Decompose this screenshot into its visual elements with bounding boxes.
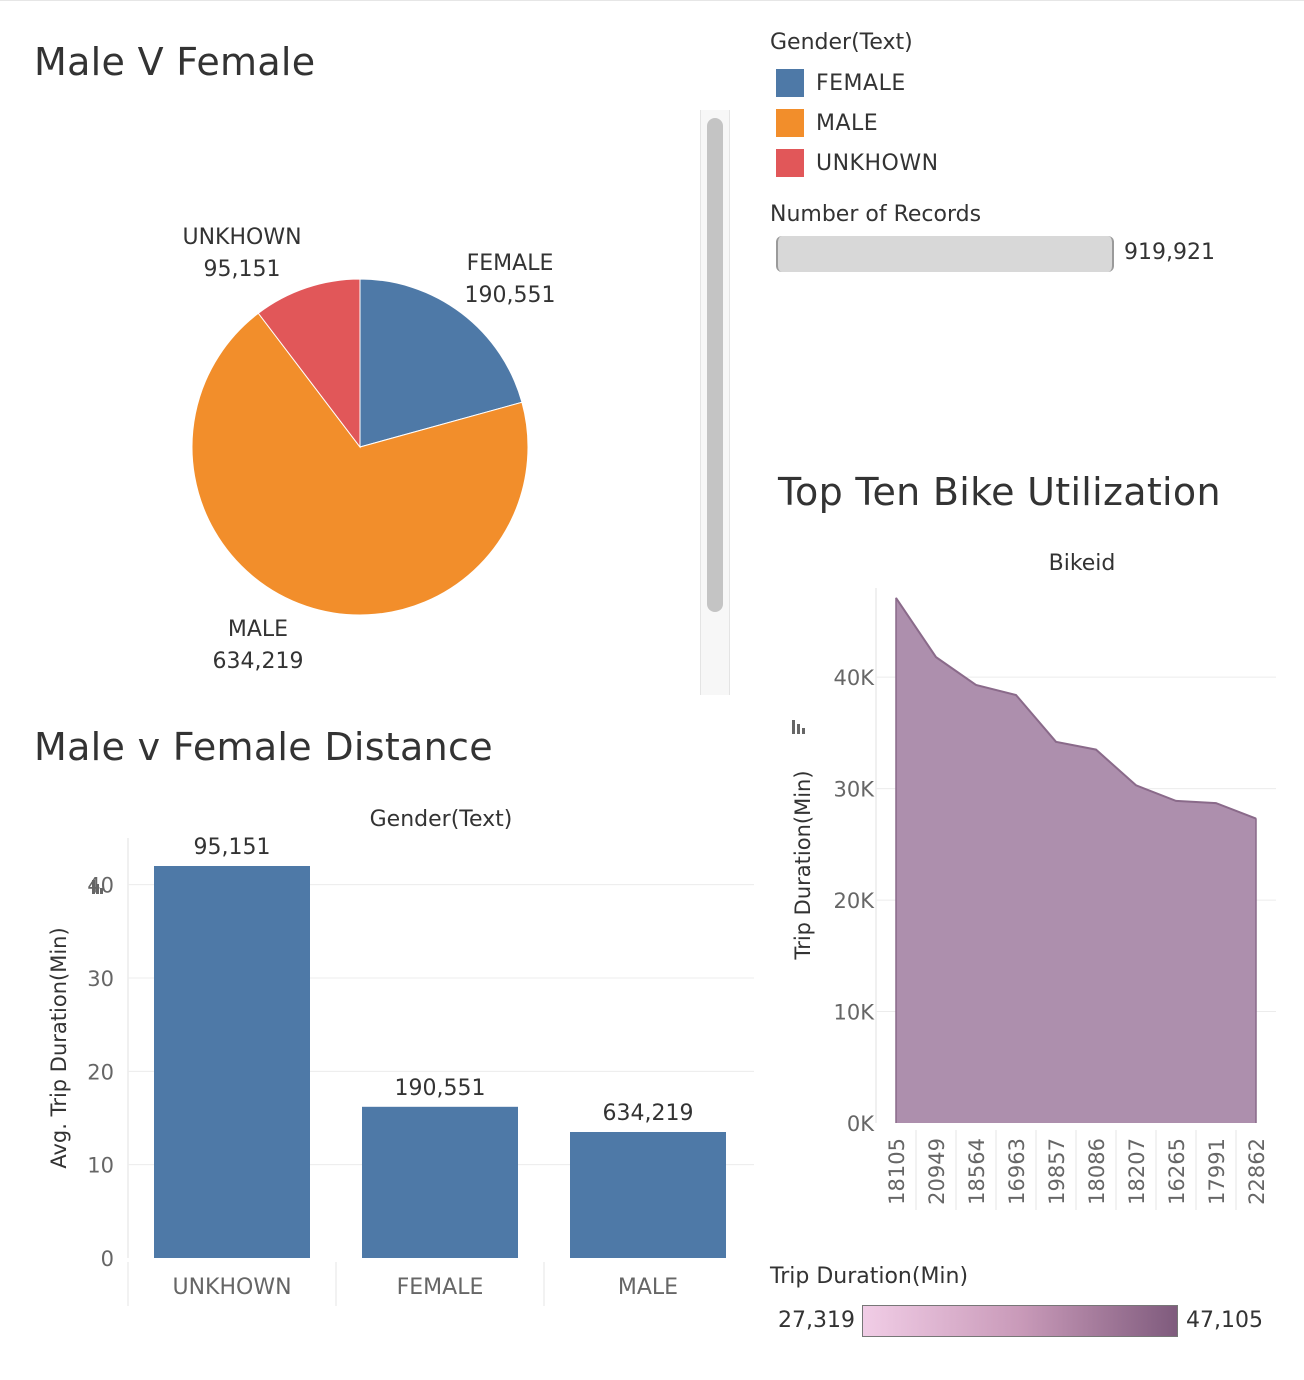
pie-value-female: 190,551 bbox=[465, 283, 556, 308]
area-point-18564 bbox=[975, 684, 977, 686]
area-point-19857 bbox=[1055, 741, 1057, 743]
area-x-tick-18207: 18207 bbox=[1125, 1138, 1149, 1205]
bar-female bbox=[362, 1106, 518, 1258]
area-point-20949 bbox=[935, 656, 937, 658]
gender-pie-chart: FEMALE 190,551 MALE 634,219 UNKHOWN 95,151 bbox=[182, 225, 556, 674]
area-x-tick-16963: 16963 bbox=[1005, 1138, 1029, 1205]
bar-label-male: 634,219 bbox=[603, 1101, 694, 1126]
bar-x-tick-male: MALE bbox=[618, 1275, 678, 1300]
bar-x-tick-female: FEMALE bbox=[397, 1275, 484, 1300]
color-legend-title: Trip Duration(Min) bbox=[770, 1264, 969, 1289]
area-y-tick-label: 10K bbox=[834, 1001, 876, 1025]
area-y-tick-label: 20K bbox=[834, 889, 876, 913]
bar-male bbox=[570, 1132, 726, 1258]
legend-swatch-unkhown bbox=[776, 149, 804, 177]
bar-label-female: 190,551 bbox=[395, 1076, 486, 1101]
bar-y-tick-label: 10 bbox=[87, 1154, 114, 1178]
area-chart-title: Top Ten Bike Utilization bbox=[778, 470, 1221, 514]
pie-label-female: FEMALE bbox=[467, 251, 554, 276]
legend-item-unkhown[interactable]: UNKHOWN bbox=[776, 148, 939, 178]
sort-icon-bar bbox=[96, 884, 99, 894]
records-legend-title: Number of Records bbox=[770, 202, 982, 227]
pie-slice-unkhown bbox=[257, 278, 361, 449]
area-point-18105 bbox=[895, 597, 897, 599]
area-column-header: Bikeid bbox=[1049, 551, 1116, 576]
bar-sort-icon bbox=[92, 880, 103, 894]
records-size-bar bbox=[776, 236, 1114, 272]
records-value: 919,921 bbox=[1124, 240, 1215, 265]
legend-label-male: MALE bbox=[816, 110, 879, 136]
bar-label-unkhown: 95,151 bbox=[194, 835, 271, 860]
area-point-18086 bbox=[1095, 749, 1097, 751]
pie-chart-title: Male V Female bbox=[34, 40, 316, 84]
bar-y-tick-label: 20 bbox=[87, 1060, 114, 1084]
area-x-tick-18086: 18086 bbox=[1085, 1138, 1109, 1205]
pie-label-unkhown: UNKHOWN bbox=[182, 225, 301, 250]
pie-slice-female bbox=[359, 278, 523, 448]
area-sort-icon bbox=[792, 720, 805, 734]
top-divider bbox=[0, 0, 1304, 1]
bar-y-axis-title: Avg. Trip Duration(Min) bbox=[47, 927, 71, 1168]
area-point-22862 bbox=[1255, 818, 1257, 820]
bar-x-tick-unkhown: UNKHOWN bbox=[172, 1275, 291, 1300]
pie-value-unkhown: 95,151 bbox=[204, 257, 281, 282]
bar-y-tick-label: 0 bbox=[101, 1247, 114, 1271]
area-y-tick-label: 40K bbox=[834, 666, 876, 690]
sort-icon-bar bbox=[802, 728, 805, 734]
legend-item-female[interactable]: FEMALE bbox=[776, 68, 906, 98]
bar-y-tick-label: 40 bbox=[87, 874, 114, 898]
legend-label-female: FEMALE bbox=[816, 70, 906, 96]
area-x-tick-17991: 17991 bbox=[1205, 1138, 1229, 1205]
legend-label-unkhown: UNKHOWN bbox=[816, 150, 939, 176]
area-fill bbox=[896, 597, 1256, 1123]
bike-utilization-area-chart: Bikeid Trip Duration(Min) 0K 10K 20K 30K 40K 18… bbox=[791, 551, 1276, 1210]
bar-unkhown bbox=[154, 866, 310, 1258]
area-point-17991 bbox=[1215, 802, 1217, 804]
area-point-16963 bbox=[1015, 694, 1017, 696]
color-legend-min: 27,319 bbox=[778, 1308, 855, 1333]
sort-icon-bar bbox=[792, 720, 795, 734]
legend-swatch-female bbox=[776, 69, 804, 97]
area-point-16265 bbox=[1175, 800, 1177, 802]
scrollbar-thumb[interactable] bbox=[707, 118, 723, 612]
area-x-tick-18105: 18105 bbox=[885, 1138, 909, 1205]
legend-item-male[interactable]: MALE bbox=[776, 108, 878, 138]
area-point-18207 bbox=[1135, 784, 1137, 786]
bar-column-header: Gender(Text) bbox=[370, 807, 513, 832]
color-legend-max: 47,105 bbox=[1186, 1308, 1263, 1333]
sort-icon-bar bbox=[100, 888, 103, 894]
area-x-tick-16265: 16265 bbox=[1165, 1138, 1189, 1205]
area-y-tick-label: 0K bbox=[847, 1112, 875, 1136]
gender-legend-title: Gender(Text) bbox=[770, 30, 913, 55]
trip-duration-bar-chart: Gender(Text) Avg. Trip Duration(Min) 0 10 20… bbox=[47, 807, 754, 1306]
pie-label-male: MALE bbox=[228, 617, 288, 642]
area-x-tick-18564: 18564 bbox=[965, 1138, 989, 1205]
sort-icon-bar bbox=[797, 724, 800, 734]
bar-y-tick-label: 30 bbox=[87, 967, 114, 991]
area-y-tick-label: 30K bbox=[834, 778, 876, 802]
pie-slice-male bbox=[191, 312, 529, 616]
bar-chart-title: Male v Female Distance bbox=[34, 725, 493, 769]
sort-icon-bar bbox=[92, 880, 95, 894]
area-line bbox=[895, 597, 1257, 820]
area-x-tick-22862: 22862 bbox=[1245, 1138, 1269, 1205]
legend-swatch-male bbox=[776, 109, 804, 137]
area-x-tick-19857: 19857 bbox=[1045, 1138, 1069, 1205]
area-y-axis-title: Trip Duration(Min) bbox=[791, 770, 815, 960]
color-legend-ramp bbox=[862, 1305, 1178, 1337]
area-x-tick-20949: 20949 bbox=[925, 1138, 949, 1205]
pie-value-male: 634,219 bbox=[213, 649, 304, 674]
